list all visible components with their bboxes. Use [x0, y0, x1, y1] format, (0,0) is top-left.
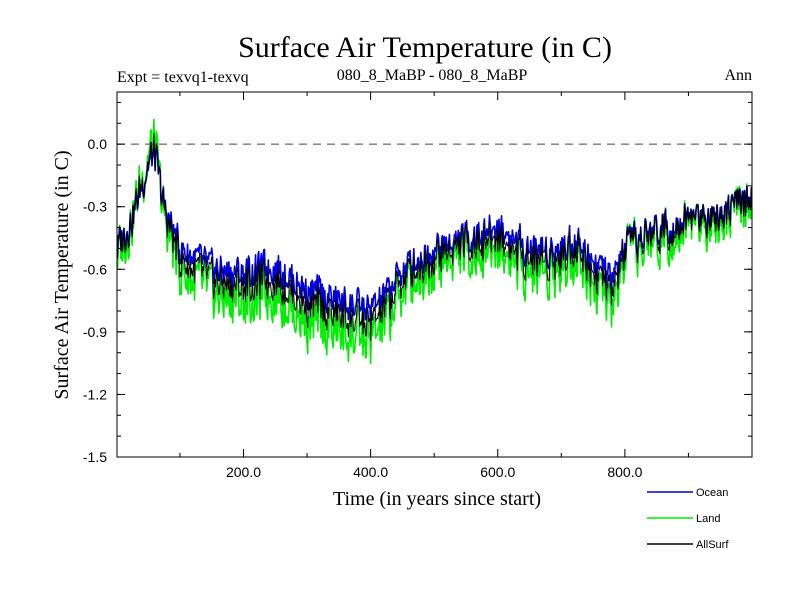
legend-label-land: Land	[696, 513, 720, 525]
y-tick-label: -1.5	[83, 449, 107, 465]
y-tick-label: -0.9	[83, 324, 107, 340]
x-axis-label: Time (in years since start)	[333, 488, 541, 510]
y-tick-label: -0.3	[83, 199, 107, 215]
x-tick-label: 600.0	[480, 464, 515, 480]
legend-label-allsurf: AllSurf	[696, 539, 729, 551]
chart-subtitle-center: 080_8_MaBP - 080_8_MaBP	[337, 67, 528, 84]
series-line-allsurf	[116, 132, 753, 341]
legend: Ocean Land AllSurf	[647, 487, 729, 551]
y-axis-label: Surface Air Temperature (in C)	[51, 150, 73, 399]
y-tick-label: -1.2	[83, 386, 107, 402]
series-layer	[116, 118, 753, 365]
legend-label-ocean: Ocean	[696, 487, 728, 499]
y-tick-label: -0.6	[83, 261, 107, 277]
y-tick-label: 0.0	[88, 136, 108, 152]
x-tick-label: 800.0	[607, 464, 642, 480]
chart-subtitle-right: Ann	[724, 67, 752, 84]
chart-title: Surface Air Temperature (in C)	[238, 31, 612, 64]
x-tick-label: 200.0	[226, 464, 261, 480]
chart-subtitle-left: Expt = texvq1-texvq	[117, 69, 249, 86]
x-tick-label: 400.0	[353, 464, 388, 480]
series-line-land	[116, 118, 753, 365]
axes-layer: 0.0 -0.3 -0.6 -0.9 -1.2 -1.5 200.0 400.0 600.0 80…	[83, 92, 752, 480]
